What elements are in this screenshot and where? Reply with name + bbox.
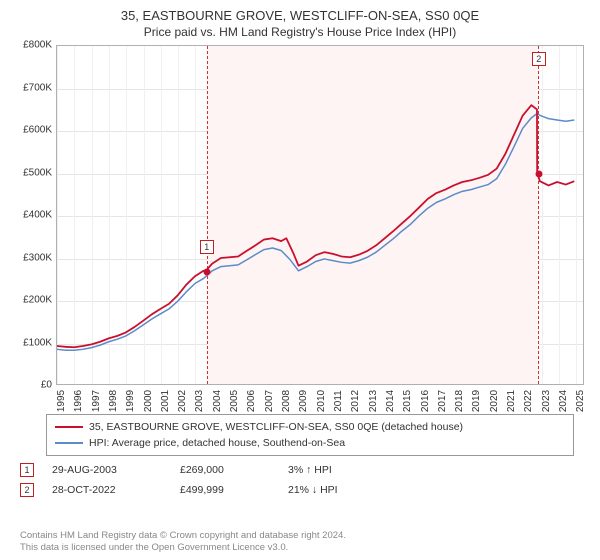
y-tick-label: £600K xyxy=(23,125,52,136)
y-tick-label: £300K xyxy=(23,252,52,263)
x-tick-label: 2005 xyxy=(229,390,240,412)
footer-line: Contains HM Land Registry data © Crown c… xyxy=(20,530,580,542)
x-tick-label: 2003 xyxy=(194,390,205,412)
x-tick-label: 2014 xyxy=(385,390,396,412)
x-tick-label: 2016 xyxy=(420,390,431,412)
sale-marker-inline: 1 xyxy=(20,463,34,477)
legend-label: HPI: Average price, detached house, Sout… xyxy=(89,437,345,449)
chart-area: £0£100K£200K£300K£400K£500K£600K£700K£80… xyxy=(10,45,590,415)
x-tick-label: 2007 xyxy=(264,390,275,412)
sale-price: £269,000 xyxy=(180,464,270,476)
y-tick-label: £100K xyxy=(23,337,52,348)
x-tick-label: 2023 xyxy=(541,390,552,412)
x-tick-label: 2004 xyxy=(212,390,223,412)
x-tick-label: 1996 xyxy=(73,390,84,412)
y-tick-label: £0 xyxy=(41,380,52,391)
sale-marker-box: 1 xyxy=(200,240,214,254)
chart-container: 35, EASTBOURNE GROVE, WESTCLIFF-ON-SEA, … xyxy=(0,0,600,560)
sale-price: £499,999 xyxy=(180,484,270,496)
x-tick-label: 2024 xyxy=(558,390,569,412)
chart-title: 35, EASTBOURNE GROVE, WESTCLIFF-ON-SEA, … xyxy=(10,8,590,23)
x-tick-label: 2019 xyxy=(471,390,482,412)
x-tick-label: 2000 xyxy=(143,390,154,412)
legend-item: 35, EASTBOURNE GROVE, WESTCLIFF-ON-SEA, … xyxy=(55,419,565,435)
legend-label: 35, EASTBOURNE GROVE, WESTCLIFF-ON-SEA, … xyxy=(89,421,463,433)
x-tick-label: 2002 xyxy=(177,390,188,412)
y-axis: £0£100K£200K£300K£400K£500K£600K£700K£80… xyxy=(10,45,54,385)
x-tick-label: 2006 xyxy=(246,390,257,412)
legend-swatch xyxy=(55,426,83,428)
y-tick-label: £200K xyxy=(23,295,52,306)
sale-vs-hpi: 21% ↓ HPI xyxy=(288,484,398,496)
sale-row: 2 28-OCT-2022 £499,999 21% ↓ HPI xyxy=(20,480,580,500)
x-tick-label: 2013 xyxy=(368,390,379,412)
y-tick-label: £700K xyxy=(23,82,52,93)
y-tick-label: £400K xyxy=(23,210,52,221)
legend-swatch xyxy=(55,442,83,444)
legend-item: HPI: Average price, detached house, Sout… xyxy=(55,435,565,451)
x-tick-label: 1998 xyxy=(108,390,119,412)
attribution-footer: Contains HM Land Registry data © Crown c… xyxy=(20,530,580,554)
x-tick-label: 2017 xyxy=(437,390,448,412)
legend: 35, EASTBOURNE GROVE, WESTCLIFF-ON-SEA, … xyxy=(46,414,574,456)
x-tick-label: 2022 xyxy=(523,390,534,412)
x-tick-label: 2025 xyxy=(575,390,586,412)
sale-row: 1 29-AUG-2003 £269,000 3% ↑ HPI xyxy=(20,460,580,480)
x-tick-label: 2001 xyxy=(160,390,171,412)
plot-area: 12 xyxy=(56,45,584,385)
x-tick-label: 1995 xyxy=(56,390,67,412)
sales-table: 1 29-AUG-2003 £269,000 3% ↑ HPI 2 28-OCT-2022… xyxy=(20,460,580,500)
line-chart-svg xyxy=(57,46,583,384)
x-tick-label: 2012 xyxy=(350,390,361,412)
sale-date: 28-OCT-2022 xyxy=(52,484,162,496)
sale-vs-hpi: 3% ↑ HPI xyxy=(288,464,398,476)
x-tick-label: 2009 xyxy=(298,390,309,412)
sale-marker-inline: 2 xyxy=(20,483,34,497)
x-tick-label: 2011 xyxy=(333,390,344,412)
y-tick-label: £800K xyxy=(23,40,52,51)
x-tick-label: 1997 xyxy=(91,390,102,412)
x-tick-label: 1999 xyxy=(125,390,136,412)
sale-marker-dot xyxy=(535,170,542,177)
sale-date: 29-AUG-2003 xyxy=(52,464,162,476)
x-tick-label: 2020 xyxy=(489,390,500,412)
series-line xyxy=(57,114,574,351)
footer-line: This data is licensed under the Open Gov… xyxy=(20,542,580,554)
x-tick-label: 2010 xyxy=(316,390,327,412)
x-axis: 1995 1996 1997 1998 1999 2000 2001 2002 2003 2004… xyxy=(56,387,584,415)
sale-marker-box: 2 xyxy=(532,52,546,66)
sale-marker-dot xyxy=(203,268,210,275)
x-tick-label: 2018 xyxy=(454,390,465,412)
y-tick-label: £500K xyxy=(23,167,52,178)
chart-subtitle: Price paid vs. HM Land Registry's House … xyxy=(10,25,590,39)
x-tick-label: 2015 xyxy=(402,390,413,412)
series-line xyxy=(57,105,574,347)
x-tick-label: 2021 xyxy=(506,390,517,412)
x-tick-label: 2008 xyxy=(281,390,292,412)
